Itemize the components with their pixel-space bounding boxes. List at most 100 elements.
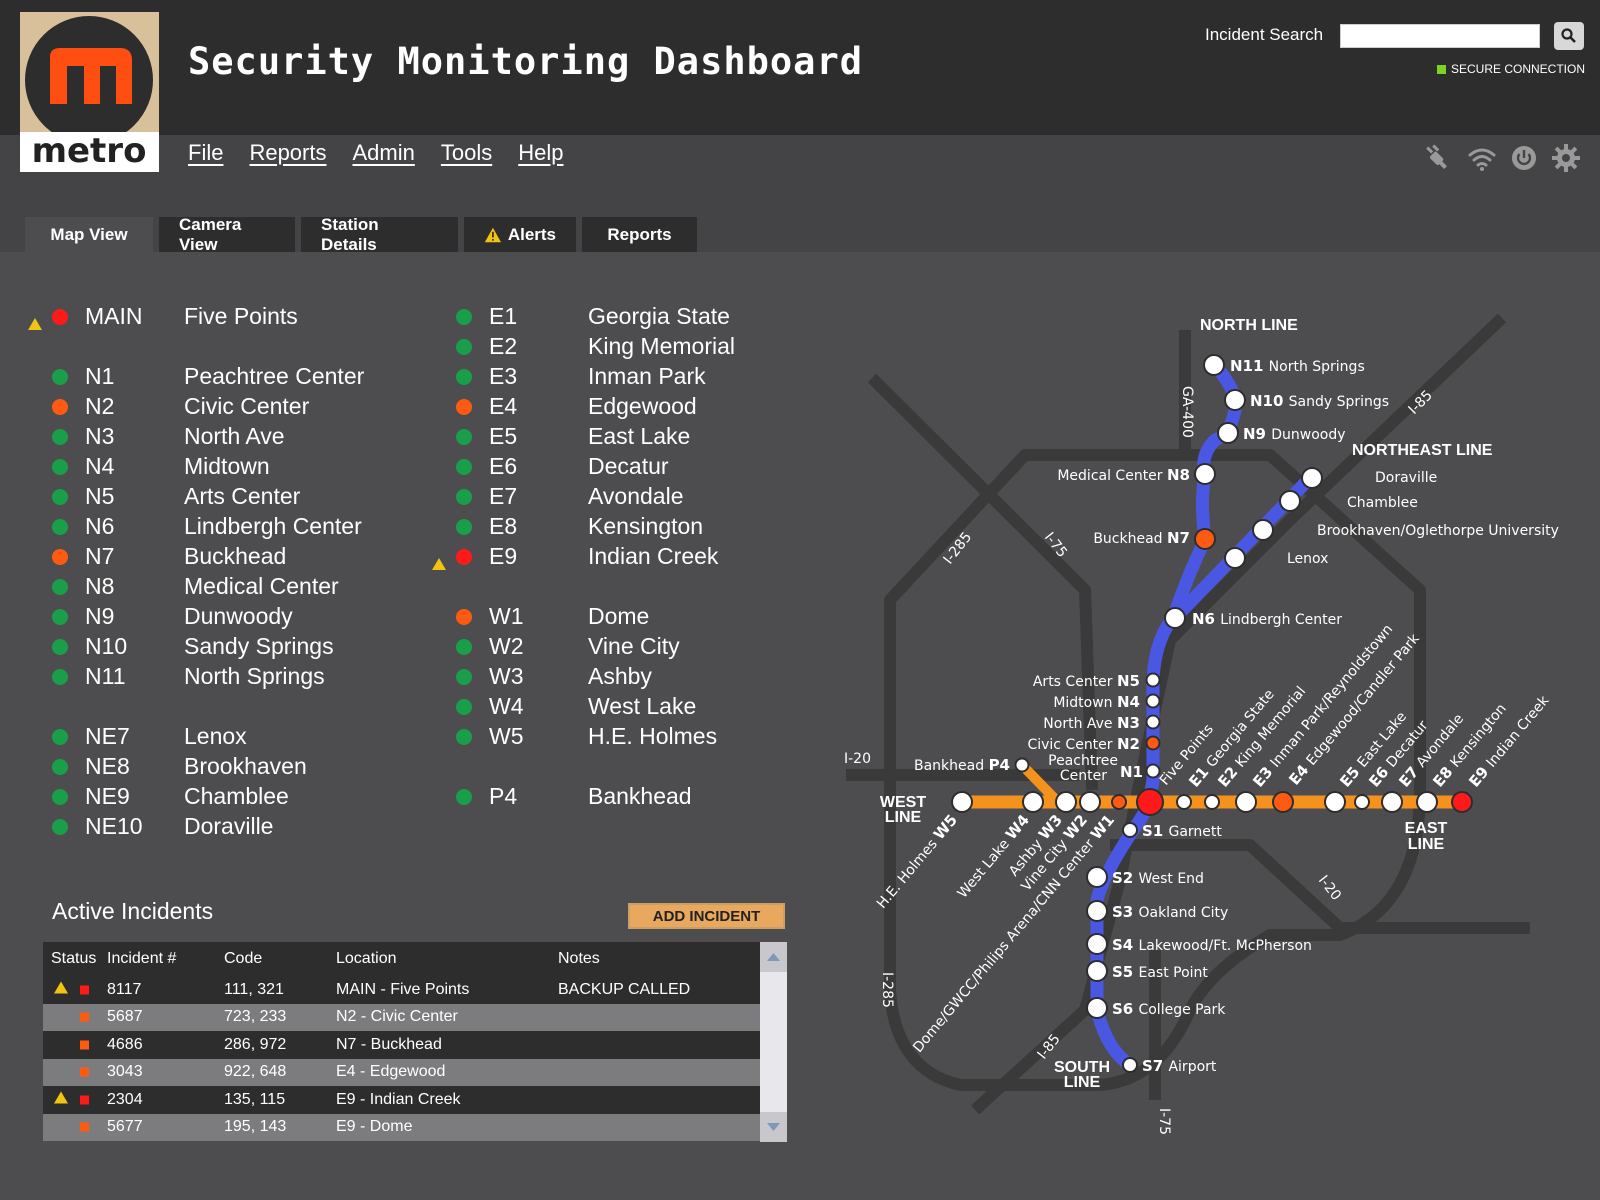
wifi-icon[interactable] <box>1467 143 1497 173</box>
map-station-w1[interactable] <box>1111 794 1127 810</box>
map-station-n1[interactable] <box>1145 763 1161 779</box>
station-row[interactable]: N11 North Springs <box>52 663 372 693</box>
map-station-ne7[interactable] <box>1224 547 1246 569</box>
map-station-n9[interactable] <box>1217 422 1239 444</box>
map-station-n6[interactable] <box>1164 607 1186 629</box>
column-status[interactable]: Status <box>51 950 97 967</box>
map-station-s7[interactable] <box>1122 1057 1138 1073</box>
station-row[interactable]: E5 East Lake <box>456 423 776 453</box>
map-station-ne8[interactable] <box>1252 519 1274 541</box>
table-row[interactable]: 5677 195, 143 E9 - Dome <box>43 1113 760 1141</box>
station-row[interactable]: E8 Kensington <box>456 513 776 543</box>
map-station-e4[interactable] <box>1272 791 1294 813</box>
map-station-e2[interactable] <box>1204 794 1220 810</box>
station-row[interactable]: W3 Ashby <box>456 663 776 693</box>
map-station-e9[interactable] <box>1451 791 1473 813</box>
power-icon[interactable] <box>1509 143 1539 173</box>
station-row[interactable]: NE10 Doraville <box>52 813 372 843</box>
menu-reports[interactable]: Reports <box>249 140 327 165</box>
add-incident-button[interactable]: ADD INCIDENT <box>628 903 785 929</box>
map-station-s3[interactable] <box>1086 900 1108 922</box>
map-station-p4[interactable] <box>1014 757 1030 773</box>
station-row[interactable]: W4 West Lake <box>456 693 776 723</box>
station-row[interactable]: NE7 Lenox <box>52 723 372 753</box>
table-row[interactable]: 2304 135, 115 E9 - Indian Creek <box>43 1086 760 1114</box>
station-row[interactable]: E4 Edgewood <box>456 393 776 423</box>
station-row[interactable]: N10 Sandy Springs <box>52 633 372 663</box>
map-station-e6[interactable] <box>1354 794 1370 810</box>
incidents-scrollbar[interactable] <box>760 942 787 1142</box>
tab-station-details[interactable]: Station Details <box>301 215 458 254</box>
map-station-main[interactable] <box>1136 788 1164 816</box>
station-row[interactable]: N4 Midtown <box>52 453 372 483</box>
map-station-e8[interactable] <box>1416 791 1438 813</box>
map-station-w5[interactable] <box>951 791 973 813</box>
map-station-n2[interactable] <box>1145 735 1161 751</box>
station-row[interactable]: E9 Indian Creek <box>432 543 776 573</box>
map-station-s2[interactable] <box>1086 866 1108 888</box>
station-row[interactable]: NE9 Chamblee <box>52 783 372 813</box>
station-row[interactable]: W1 Dome <box>456 603 776 633</box>
column-location[interactable]: Location <box>336 950 397 967</box>
incident-search-input[interactable] <box>1340 24 1540 48</box>
map-station-n3[interactable] <box>1145 714 1161 730</box>
map-station-e3[interactable] <box>1235 791 1257 813</box>
column-notes[interactable]: Notes <box>558 950 600 967</box>
station-row[interactable]: N8 Medical Center <box>52 573 372 603</box>
station-row[interactable]: N7 Buckhead <box>52 543 372 573</box>
column-incident-number[interactable]: Incident # <box>107 950 177 967</box>
menu-help[interactable]: Help <box>518 140 564 165</box>
gear-icon[interactable] <box>1551 143 1581 173</box>
map-station-n7[interactable] <box>1194 528 1216 550</box>
tab-alerts[interactable]: Alerts <box>464 217 576 252</box>
map-station-ne10[interactable] <box>1301 467 1323 489</box>
station-row[interactable]: N3 North Ave <box>52 423 372 453</box>
station-row[interactable]: N9 Dunwoody <box>52 603 372 633</box>
station-row[interactable]: N6 Lindbergh Center <box>52 513 372 543</box>
menu-admin[interactable]: Admin <box>352 140 415 165</box>
table-row[interactable]: 3043 922, 648 E4 - Edgewood <box>43 1058 760 1086</box>
menu-tools[interactable]: Tools <box>440 140 493 165</box>
scroll-down-button[interactable] <box>760 1112 787 1142</box>
menu-file[interactable]: File <box>188 140 224 165</box>
station-row[interactable]: E6 Decatur <box>456 453 776 483</box>
map-station-w3[interactable] <box>1055 791 1077 813</box>
map-station-ne9[interactable] <box>1279 490 1301 512</box>
table-row[interactable]: 5687 723, 233 N2 - Civic Center <box>43 1003 760 1031</box>
map-station-n8[interactable] <box>1194 463 1216 485</box>
map-station-n5[interactable] <box>1145 672 1161 688</box>
column-code[interactable]: Code <box>224 950 263 967</box>
map-station-s5[interactable] <box>1086 960 1108 982</box>
map-station-s1[interactable] <box>1122 822 1138 838</box>
station-row[interactable]: E2 King Memorial <box>456 333 776 363</box>
station-row[interactable]: E3 Inman Park <box>456 363 776 393</box>
station-row[interactable]: P4 Bankhead <box>456 783 776 813</box>
station-row[interactable]: N1 Peachtree Center <box>52 363 372 393</box>
tab-camera-view[interactable]: Camera View <box>159 215 295 254</box>
map-station-n4[interactable] <box>1145 693 1161 709</box>
station-row[interactable]: MAIN Five Points <box>28 303 372 333</box>
station-row[interactable]: E1 Georgia State <box>456 303 776 333</box>
scroll-up-button[interactable] <box>760 942 787 972</box>
table-row[interactable]: 4686 286, 972 N7 - Buckhead <box>43 1031 760 1059</box>
search-button[interactable] <box>1554 22 1584 50</box>
map-station-n10[interactable] <box>1224 389 1246 411</box>
map-station-w4[interactable] <box>1022 791 1044 813</box>
station-row[interactable]: N2 Civic Center <box>52 393 372 423</box>
map-station-e1[interactable] <box>1176 794 1192 810</box>
map-station-e5[interactable] <box>1324 791 1346 813</box>
station-row[interactable]: W5 H.E. Holmes <box>456 723 776 753</box>
station-row[interactable]: NE8 Brookhaven <box>52 753 372 783</box>
tab-reports[interactable]: Reports <box>582 217 697 252</box>
station-row[interactable]: E7 Avondale <box>456 483 776 513</box>
map-station-s4[interactable] <box>1086 933 1108 955</box>
map-station-s6[interactable] <box>1086 997 1108 1019</box>
tab-map-view[interactable]: Map View <box>25 217 153 252</box>
table-row[interactable]: 8117 111, 321 MAIN - Five Points BACKUP CAL… <box>43 976 760 1004</box>
station-row[interactable]: N5 Arts Center <box>52 483 372 513</box>
station-row[interactable]: W2 Vine City <box>456 633 776 663</box>
map-station-e7[interactable] <box>1381 791 1403 813</box>
map-station-w2[interactable] <box>1079 791 1101 813</box>
plug-icon[interactable] <box>1425 143 1455 173</box>
map-station-n11[interactable] <box>1203 354 1225 376</box>
